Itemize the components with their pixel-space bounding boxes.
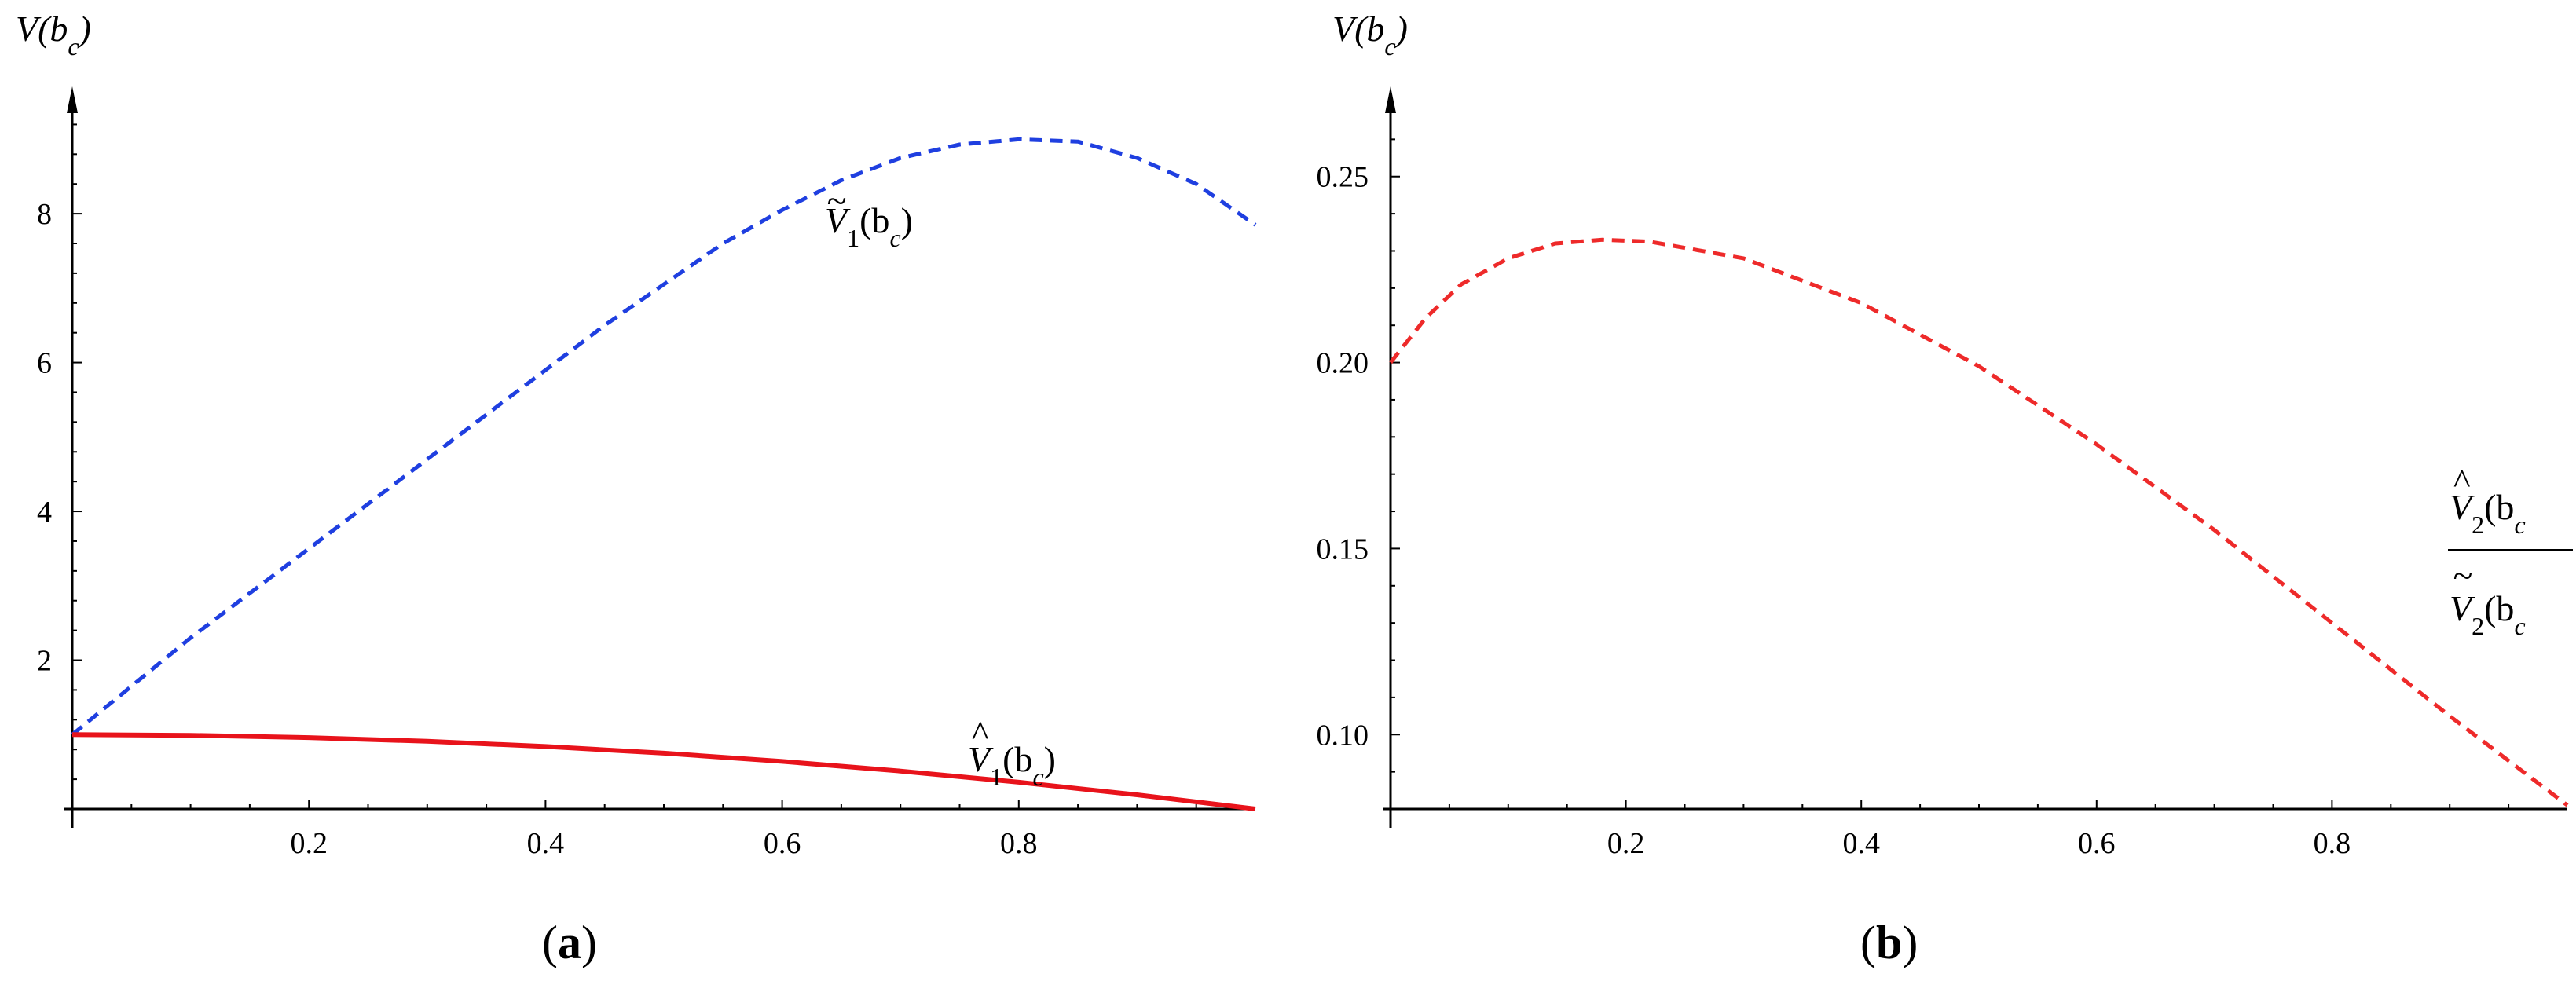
panel-a-x-tick-labels: 0.2 0.4 0.6 0.8	[290, 827, 1037, 860]
panel-a-y-tick-labels: 2 4 6 8	[37, 198, 52, 677]
panel-a-label-v-hat-1: ^ V1(bc)	[968, 713, 1056, 791]
panel-a-label-v-tilde-1: ~ V1(bc)	[825, 181, 913, 252]
series-line-1	[71, 137, 1257, 737]
y-tick-label: 2	[37, 645, 52, 678]
svg-text:^: ^	[2453, 461, 2470, 501]
panel-b-ticks	[1391, 138, 2510, 809]
svg-text:V2(bc: V2(bc	[2450, 588, 2526, 640]
panel-b-caption: (b)	[1860, 917, 1918, 968]
svg-text:V1(bc): V1(bc)	[825, 200, 913, 252]
y-tick-label: 4	[37, 496, 52, 529]
panel-b: 0.2 0.4 0.6 0.8 0.10 0.15 0.20 0.25 V(bc) ^ V2…	[1317, 9, 2573, 968]
panel-b-y-axis-title: V(bc)	[1332, 9, 1408, 60]
x-tick-label: 0.2	[1607, 827, 1645, 860]
x-tick-label: 0.6	[764, 827, 801, 860]
svg-text:V1(bc): V1(bc)	[968, 739, 1056, 791]
panel-a-y-axis-title: V(bc)	[16, 9, 91, 60]
x-tick-label: 0.8	[1000, 827, 1038, 860]
panel-a-y-axis-arrow	[67, 86, 78, 113]
y-tick-label: 8	[37, 198, 52, 231]
series-line-1	[1389, 237, 2569, 807]
svg-text:~: ~	[826, 181, 846, 221]
svg-text:~: ~	[2453, 555, 2472, 595]
y-tick-label: 0.10	[1317, 719, 1369, 752]
series-line-2	[71, 732, 1256, 811]
x-tick-label: 0.2	[290, 827, 328, 860]
x-tick-label: 0.6	[2078, 827, 2116, 860]
svg-text:V2(bc: V2(bc	[2450, 487, 2526, 539]
y-tick-label: 0.25	[1317, 161, 1369, 194]
panel-b-series	[1389, 237, 2569, 807]
panel-a-caption: (a)	[542, 917, 597, 968]
panel-b-y-axis-arrow	[1385, 86, 1396, 113]
svg-text:^: ^	[971, 713, 988, 753]
panel-a: 0.2 0.4 0.6 0.8 2 4 6 8 V(bc) ~ V1(bc) ^ V1(bc…	[16, 9, 1257, 968]
panel-b-x-tick-labels: 0.2 0.4 0.6 0.8	[1607, 827, 2351, 860]
panel-a-series	[71, 137, 1257, 811]
panel-b-annotation: ^ V2(bc ~ V2(bc	[2448, 461, 2573, 640]
panel-b-y-tick-labels: 0.10 0.15 0.20 0.25	[1317, 161, 1369, 752]
y-tick-label: 0.20	[1317, 347, 1369, 380]
y-tick-label: 0.15	[1317, 533, 1369, 566]
x-tick-label: 0.4	[1842, 827, 1880, 860]
panel-a-ticks	[72, 123, 1197, 809]
x-tick-label: 0.8	[2314, 827, 2351, 860]
x-tick-label: 0.4	[527, 827, 565, 860]
y-tick-label: 6	[37, 347, 52, 380]
